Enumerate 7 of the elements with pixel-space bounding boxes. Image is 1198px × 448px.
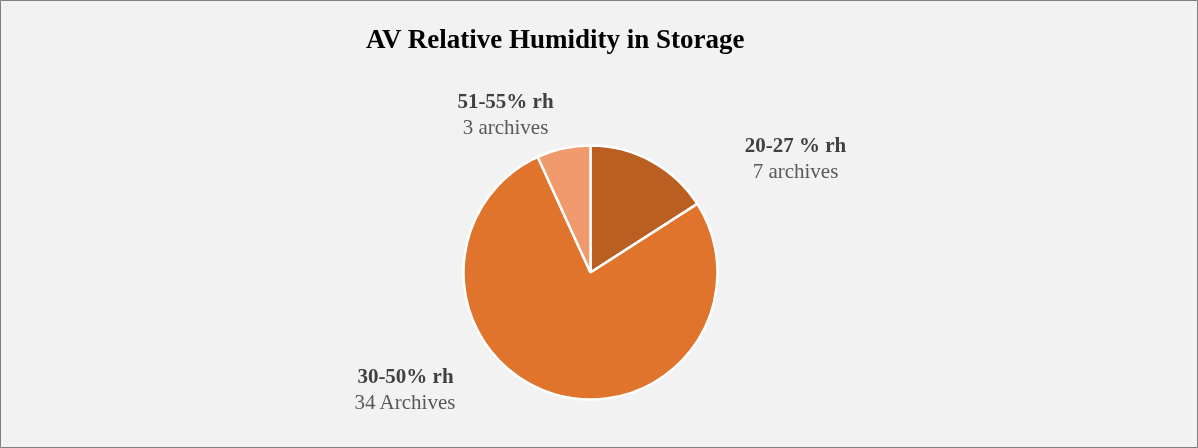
data-label: 3 archives: [462, 114, 549, 139]
slice-label: 20-27 % rh: [744, 132, 847, 157]
data-label: 34 Archives: [354, 389, 456, 414]
chart-title: AV Relative Humidity in Storage: [366, 23, 745, 54]
slice-label: 30-50% rh: [357, 363, 454, 388]
slice-label: 51-55% rh: [457, 88, 554, 113]
data-label: 7 archives: [752, 158, 839, 183]
